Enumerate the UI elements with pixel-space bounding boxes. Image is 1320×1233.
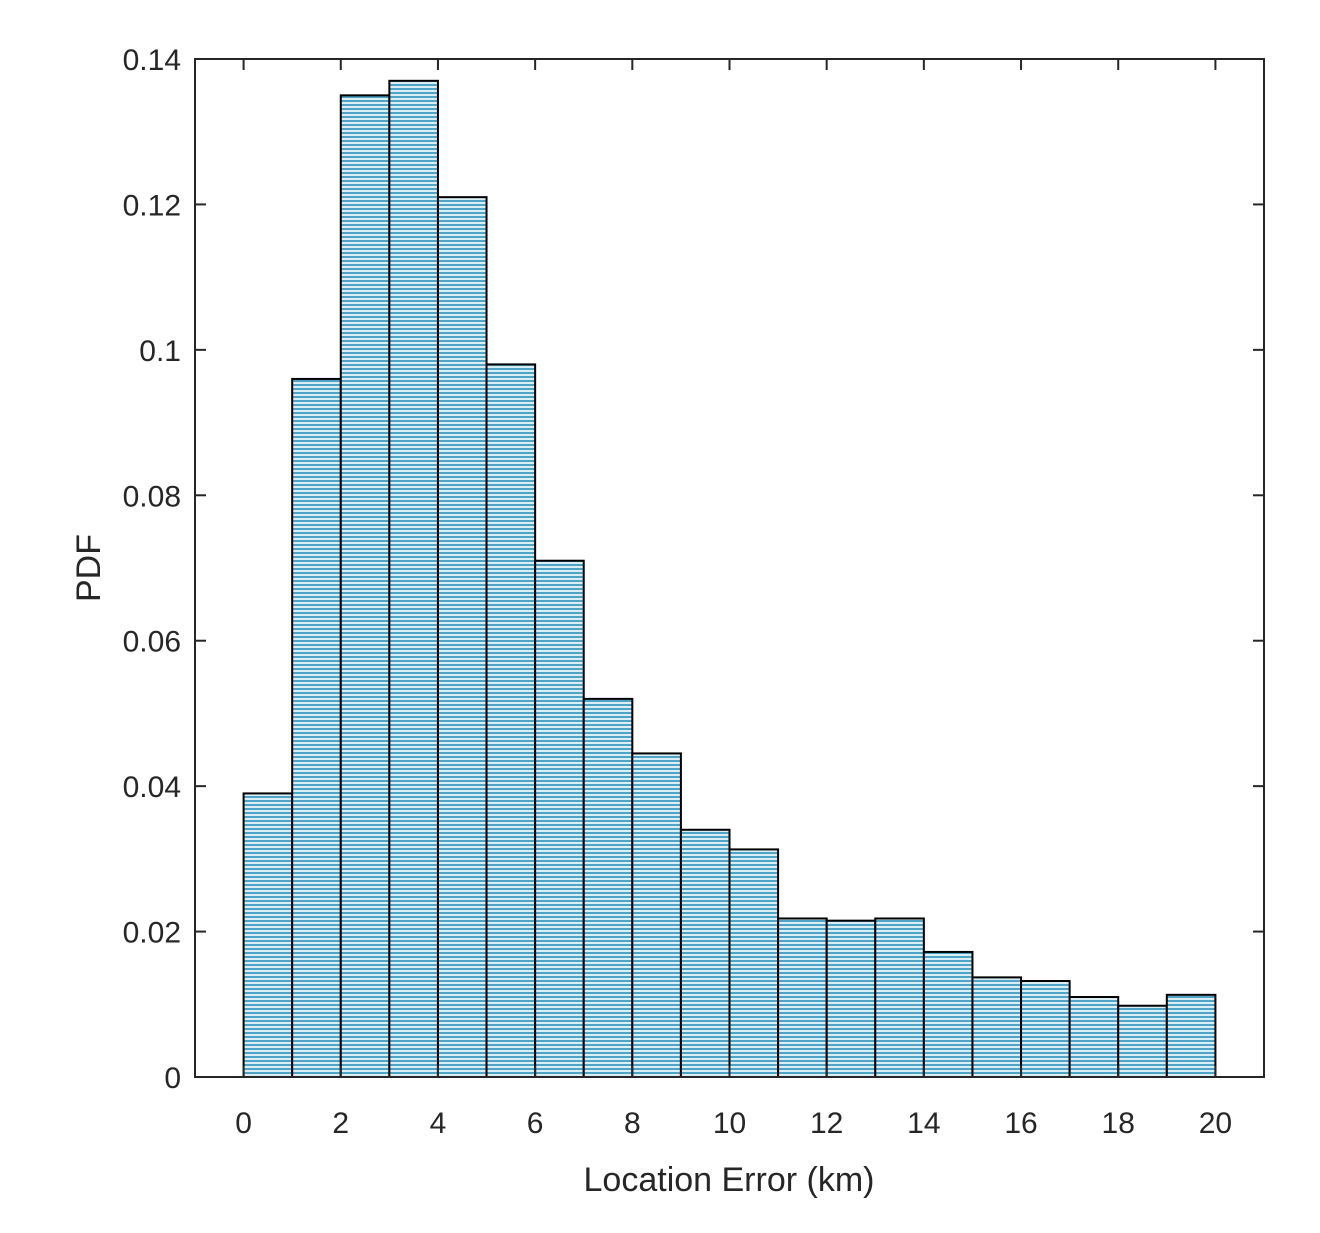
x-tick-label: 14 [907,1107,940,1140]
histogram-bar [825,919,877,1079]
histogram-bar [679,828,731,1078]
tick-labels-group: 0 2 4 6 8 10 12 14 16 18 20 0 0.02 0.04 0.06 0.08 0.1 0.1… [123,44,1232,1140]
ticks-group [195,58,1264,1078]
bars-group [242,79,1217,1079]
histogram-bar [534,559,585,1078]
histogram-bar [582,697,634,1079]
histogram-bar [291,377,342,1078]
histogram-bar [1020,980,1071,1079]
y-axis-label: PDF [70,534,108,602]
y-tick-label: 0.14 [123,44,181,77]
histogram-bar [922,950,974,1079]
y-tick-label: 0.02 [123,917,181,950]
x-tick-label: 4 [430,1107,447,1140]
histogram-bar [1068,996,1120,1078]
histogram-bar [339,94,391,1079]
histogram-bar [1117,1004,1168,1078]
y-tick-label: 0 [164,1062,181,1095]
histogram-bar [436,196,488,1078]
x-tick-label: 2 [332,1107,349,1140]
histogram-bar [777,917,828,1078]
histogram-bar [631,752,682,1079]
y-tick-label: 0.1 [139,335,181,368]
histogram-bar [971,976,1023,1078]
x-axis-label: Location Error (km) [584,1161,875,1199]
x-tick-label: 16 [1004,1107,1037,1140]
x-tick-label: 20 [1199,1107,1232,1140]
x-tick-label: 6 [527,1107,544,1140]
y-tick-label: 0.08 [123,480,181,513]
x-tick-label: 0 [235,1107,252,1140]
histogram-bar [388,79,439,1079]
histogram-bar [1165,993,1217,1079]
y-tick-label: 0.04 [123,771,181,804]
histogram-bar [874,917,925,1078]
y-tick-label: 0.06 [123,626,181,659]
x-tick-label: 12 [810,1107,843,1140]
x-tick-label: 8 [624,1107,641,1140]
y-tick-label: 0.12 [123,189,181,222]
x-tick-label: 10 [713,1107,746,1140]
histogram-bar [485,363,537,1078]
x-tick-label: 18 [1102,1107,1135,1140]
histogram-bar [728,848,780,1079]
histogram-bar [242,792,294,1079]
